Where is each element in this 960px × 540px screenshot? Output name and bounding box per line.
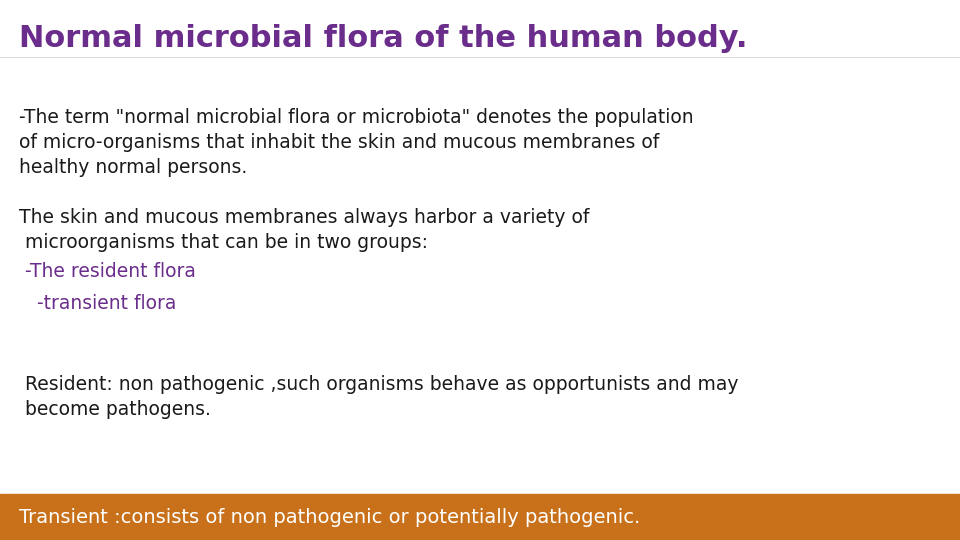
Text: -transient flora: -transient flora bbox=[19, 294, 177, 313]
Text: -The term "normal microbial flora or microbiota" denotes the population
of micro: -The term "normal microbial flora or mic… bbox=[19, 108, 694, 177]
Text: Normal microbial flora of the human body.: Normal microbial flora of the human body… bbox=[19, 24, 748, 53]
Text: Transient :consists of non pathogenic or potentially pathogenic.: Transient :consists of non pathogenic or… bbox=[19, 508, 640, 526]
Text: Resident: non pathogenic ,such organisms behave as opportunists and may
 become : Resident: non pathogenic ,such organisms… bbox=[19, 375, 738, 419]
Text: -The resident flora: -The resident flora bbox=[19, 262, 196, 281]
Bar bbox=[0, 494, 960, 540]
Text: The skin and mucous membranes always harbor a variety of
 microorganisms that ca: The skin and mucous membranes always har… bbox=[19, 208, 589, 252]
